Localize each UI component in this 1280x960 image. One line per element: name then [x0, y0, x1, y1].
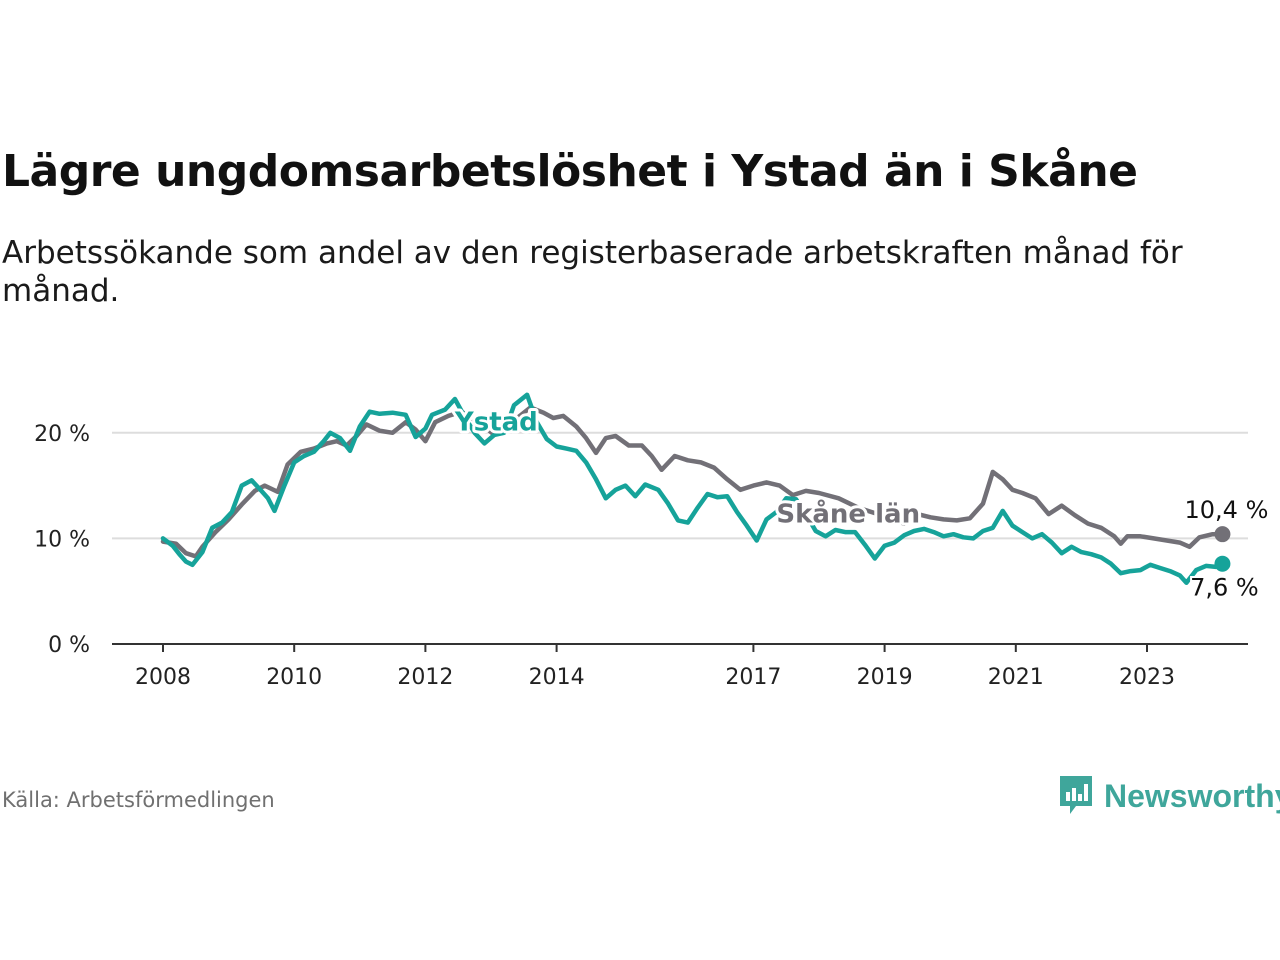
newsworthy-logo: Newsworthy	[1058, 774, 1280, 818]
series-label-skane: Skåne län	[776, 498, 920, 530]
chart-title: Lägre ungdomsarbetslöshet i Ystad än i S…	[2, 146, 1138, 197]
y-tick-label: 10 %	[34, 527, 90, 552]
x-tick-label: 2010	[266, 665, 322, 690]
newsworthy-logo-icon	[1060, 776, 1092, 814]
x-tick-label: 2012	[397, 665, 453, 690]
series-line-ystad	[160, 392, 1225, 586]
x-tick-label: 2008	[135, 665, 191, 690]
x-tick-label: 2014	[529, 665, 585, 690]
x-tick-label: 2019	[857, 665, 913, 690]
y-tick-label: 0 %	[48, 633, 90, 658]
x-axis-ticks: 2008 2010 2012 2014 2017 2019 2021 2023	[135, 644, 1175, 690]
series-lines	[160, 392, 1231, 586]
chart-subtitle: Arbetssökande som andel av den registerb…	[2, 235, 1183, 309]
y-tick-label: 20 %	[34, 422, 90, 447]
series-line-skane	[160, 405, 1225, 559]
y-axis-ticks: 0 % 10 % 20 %	[34, 422, 90, 658]
grid-lines	[112, 431, 1248, 540]
end-point-ystad	[1214, 555, 1231, 572]
end-value-label-ystad: 7,6 %	[1190, 574, 1259, 602]
x-tick-label: 2017	[725, 665, 781, 690]
end-point-skane	[1214, 526, 1231, 543]
x-tick-label: 2021	[988, 665, 1044, 690]
x-tick-label: 2023	[1119, 665, 1175, 690]
end-value-label-skane: 10,4 %	[1185, 496, 1269, 524]
series-label-ystad: Ystad	[454, 408, 538, 438]
source-note: Källa: Arbetsförmedlingen	[2, 788, 275, 812]
series-labels: Ystad Skåne län 10,4 % 7,6 %	[451, 405, 1270, 604]
line-chart: 0 % 10 % 20 % 2008 2010 2012 2014 2017 2019 2021…	[34, 392, 1270, 690]
newsworthy-logo-text: Newsworthy	[1104, 777, 1280, 814]
